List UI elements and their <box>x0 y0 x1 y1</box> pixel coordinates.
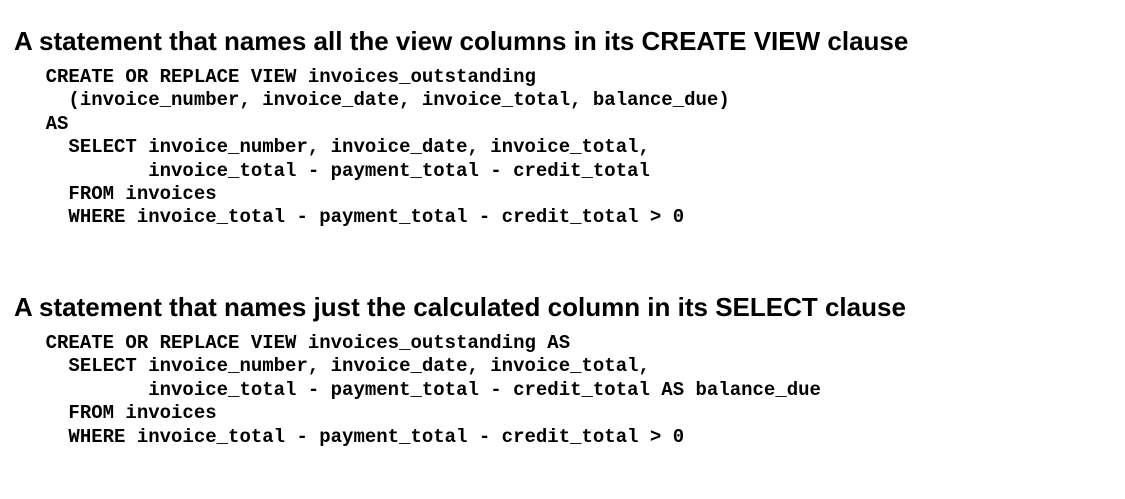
code-line: (invoice_number, invoice_date, invoice_t… <box>0 89 730 112</box>
code-line: WHERE invoice_total - payment_total - cr… <box>0 206 685 229</box>
code-line: SELECT invoice_number, invoice_date, inv… <box>0 136 650 159</box>
section-2-heading: A statement that names just the calculat… <box>14 292 906 322</box>
code-line: invoice_total - payment_total - credit_t… <box>0 159 650 182</box>
code-line: FROM invoices <box>0 182 217 205</box>
code-line: WHERE invoice_total - payment_total - cr… <box>0 425 685 448</box>
section-2-code-block: CREATE OR REPLACE VIEW invoices_outstand… <box>0 332 821 449</box>
code-line: SELECT invoice_number, invoice_date, inv… <box>0 355 650 378</box>
code-line: FROM invoices <box>0 402 217 425</box>
section-1-code-block: CREATE OR REPLACE VIEW invoices_outstand… <box>0 66 730 230</box>
code-line: CREATE OR REPLACE VIEW invoices_outstand… <box>0 66 536 88</box>
code-line: invoice_total - payment_total - credit_t… <box>0 378 821 401</box>
code-line: CREATE OR REPLACE VIEW invoices_outstand… <box>0 332 571 354</box>
section-1-heading: A statement that names all the view colu… <box>14 26 909 56</box>
code-line: AS <box>0 112 69 135</box>
